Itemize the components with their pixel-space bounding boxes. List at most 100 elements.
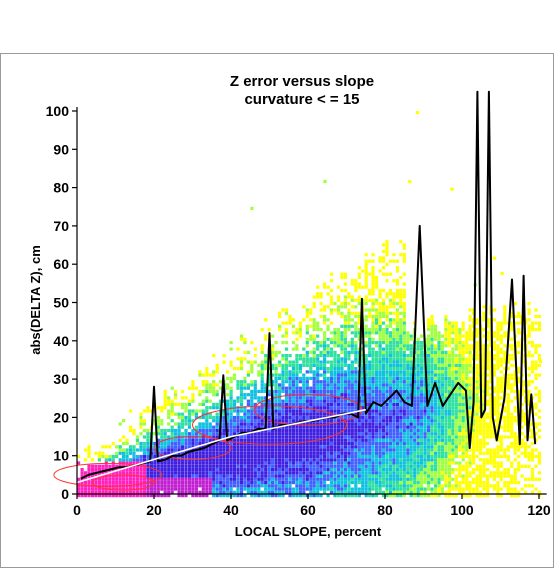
density-cell [302, 318, 306, 322]
density-cell [284, 347, 289, 351]
density-cell [229, 454, 233, 459]
density-cell [177, 422, 181, 426]
density-cell [198, 428, 202, 433]
density-cell [423, 458, 427, 462]
density-cell [309, 376, 313, 380]
density-cell [260, 448, 264, 452]
density-cell [236, 422, 240, 426]
density-cell [336, 419, 341, 423]
density-cell [427, 432, 431, 436]
density-cell [142, 484, 146, 488]
density-cell [489, 415, 493, 420]
density-cell [427, 367, 431, 371]
density-cell [239, 471, 244, 475]
density-cell [371, 393, 375, 397]
density-cell [420, 445, 424, 449]
density-cell [440, 409, 444, 413]
density-cell [447, 490, 451, 494]
density-cell [440, 458, 444, 462]
density-cell [357, 275, 361, 280]
density-cell [201, 428, 205, 433]
density-cell [309, 468, 313, 472]
density-cell [433, 389, 438, 393]
density-cell [413, 367, 417, 371]
density-cell [482, 360, 486, 364]
density-cell [392, 402, 396, 406]
density-cell [378, 367, 382, 371]
density-cell [451, 484, 455, 488]
density-cell [416, 425, 420, 429]
density-cell [478, 438, 483, 442]
density-cell [409, 438, 413, 442]
density-cell [472, 419, 476, 423]
density-cell [472, 471, 476, 475]
density-cell [298, 363, 302, 367]
density-cell [357, 272, 361, 276]
density-cell [250, 471, 254, 475]
density-cell [444, 435, 448, 439]
density-cell [329, 412, 334, 416]
density-cell [281, 367, 285, 371]
density-cell [458, 350, 462, 354]
density-cell [271, 380, 275, 384]
density-cell [212, 445, 216, 449]
density-cell [354, 438, 358, 442]
density-cell [468, 419, 472, 423]
density-cell [440, 367, 444, 371]
density-cell [371, 331, 375, 335]
density-cell [496, 328, 500, 332]
density-cell [482, 363, 486, 367]
density-cell [295, 448, 299, 452]
density-cell [156, 438, 160, 442]
density-cell [420, 396, 424, 400]
density-cell [316, 415, 320, 420]
density-cell [444, 428, 448, 433]
density-cell [139, 412, 143, 416]
density-cell [378, 318, 382, 322]
density-cell [357, 428, 361, 433]
density-cell [309, 389, 313, 393]
density-cell [257, 468, 261, 472]
density-cell [375, 373, 379, 377]
density-cell [239, 363, 244, 367]
density-cell [329, 354, 334, 358]
density-cell [149, 464, 153, 468]
density-cell [340, 301, 344, 306]
density-cell [468, 428, 472, 433]
density-cell [323, 360, 327, 364]
density-cell [409, 484, 413, 488]
density-cell [347, 494, 351, 498]
density-cell [174, 487, 178, 491]
density-cell [83, 490, 88, 494]
density-cell [447, 461, 451, 465]
density-cell [326, 425, 330, 429]
density-cell [406, 471, 410, 475]
density-cell [503, 454, 507, 459]
density-cell [295, 354, 299, 358]
density-cell [108, 490, 112, 494]
density-cell [354, 341, 358, 345]
density-cell [312, 386, 316, 390]
density-cell [239, 481, 244, 485]
density-cell [80, 474, 84, 478]
density-cell [215, 451, 219, 455]
density-cell [177, 415, 181, 420]
density-cell [416, 435, 420, 439]
density-cell [291, 386, 295, 390]
density-cell [215, 402, 219, 406]
density-cell [427, 393, 431, 397]
density-cell [347, 477, 351, 481]
density-cell [402, 386, 406, 390]
density-cell [475, 435, 479, 439]
density-cell [135, 435, 140, 439]
density-cell [319, 383, 323, 387]
density-cell [402, 324, 406, 328]
density-cell [319, 292, 323, 296]
density-cell [475, 406, 479, 410]
density-cell [229, 451, 233, 455]
density-cell [115, 474, 119, 478]
density-cell [305, 386, 309, 390]
density-cell [291, 487, 295, 491]
density-cell [340, 288, 344, 293]
density-cell [336, 298, 341, 302]
